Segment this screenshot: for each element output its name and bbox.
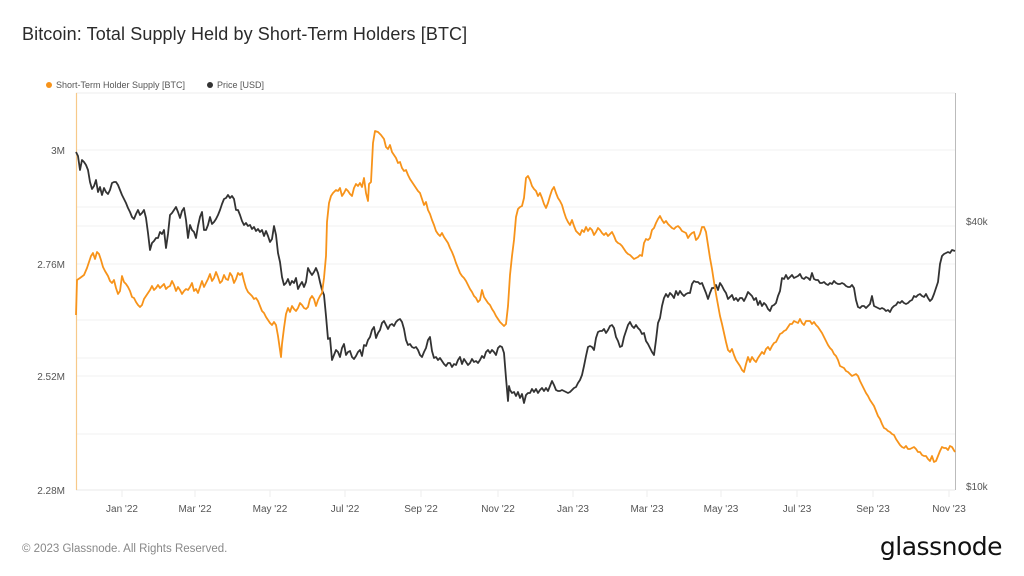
- gridlines: [76, 149, 955, 435]
- x-tick-label: Nov '23: [932, 504, 966, 515]
- x-tick-label: May '23: [704, 504, 739, 515]
- legend: Short-Term Holder Supply [BTC] Price [US…: [46, 80, 264, 90]
- left-y-axis-ticks: 3M 2.76M 2.52M 2.28M: [37, 146, 65, 497]
- chart-title: Bitcoin: Total Supply Held by Short-Term…: [22, 24, 468, 44]
- x-tick-label: Jul '22: [331, 504, 360, 515]
- glassnode-logo[interactable]: glassnode: [879, 532, 1003, 561]
- right-y-axis-ticks: $40k $10k: [966, 217, 989, 493]
- copyright-text: © 2023 Glassnode. All Rights Reserved.: [22, 543, 228, 555]
- x-tick-label: May '22: [253, 504, 288, 515]
- black-dot-icon: [207, 82, 214, 88]
- orange-dot-icon: [46, 82, 52, 88]
- x-tick-label: Jan '22: [106, 504, 138, 515]
- legend-item-sth-supply[interactable]: Short-Term Holder Supply [BTC]: [46, 80, 185, 90]
- x-tick-label: Sep '23: [856, 504, 890, 515]
- legend-item-price[interactable]: Price [USD]: [207, 80, 264, 90]
- x-tick-label: Sep '22: [404, 504, 438, 515]
- right-y-tick-label: $10k: [966, 482, 989, 493]
- x-tick-label: Mar '23: [630, 504, 663, 515]
- price-line: [75, 151, 956, 404]
- left-y-tick-label: 2.76M: [37, 260, 65, 271]
- x-axis-ticks: Jan '22 Mar '22 May '22 Jul '22 Sep '22 Nov '…: [106, 490, 966, 515]
- right-y-tick-label: $40k: [966, 217, 989, 228]
- left-y-tick-label: 2.52M: [37, 372, 65, 383]
- x-tick-label: Jul '23: [783, 504, 812, 515]
- left-y-tick-label: 3M: [51, 146, 65, 157]
- x-tick-label: Jan '23: [557, 504, 589, 515]
- legend-label-sth-supply: Short-Term Holder Supply [BTC]: [56, 80, 186, 90]
- x-tick-label: Mar '22: [178, 504, 211, 515]
- sth-supply-line: [75, 130, 956, 463]
- legend-label-price: Price [USD]: [217, 80, 265, 90]
- x-tick-label: Nov '22: [481, 504, 515, 515]
- left-y-tick-label: 2.28M: [37, 486, 65, 497]
